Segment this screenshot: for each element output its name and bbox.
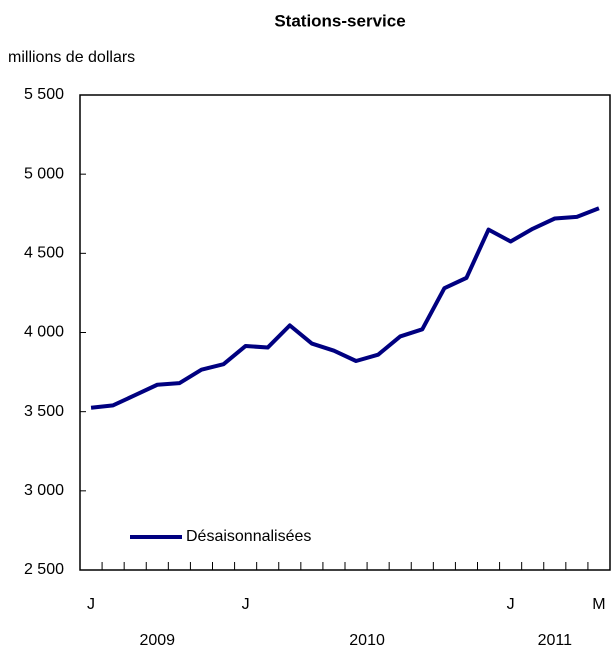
chart-title: Stations-service — [274, 11, 405, 30]
y-tick-label: 3 000 — [24, 482, 64, 499]
y-tick-label: 4 000 — [24, 324, 64, 341]
x-tick-label: J — [507, 596, 515, 613]
y-tick-label: 5 000 — [24, 165, 64, 182]
y-axis-label: millions de dollars — [8, 49, 135, 66]
x-tick-label: J — [87, 596, 95, 613]
y-tick-label: 5 500 — [24, 86, 64, 103]
y-tick-label: 2 500 — [24, 561, 64, 578]
year-label: 2009 — [139, 632, 175, 649]
legend-label: Désaisonnalisées — [186, 528, 311, 545]
plot-frame — [79, 94, 611, 571]
year-label: 2010 — [349, 632, 385, 649]
y-tick-label: 4 500 — [24, 245, 64, 262]
x-tick-label: J — [242, 596, 250, 613]
x-tick-label: M — [592, 596, 605, 613]
line-series — [90, 206, 600, 410]
year-label: 2011 — [538, 632, 573, 649]
y-tick-label: 3 500 — [24, 403, 64, 420]
